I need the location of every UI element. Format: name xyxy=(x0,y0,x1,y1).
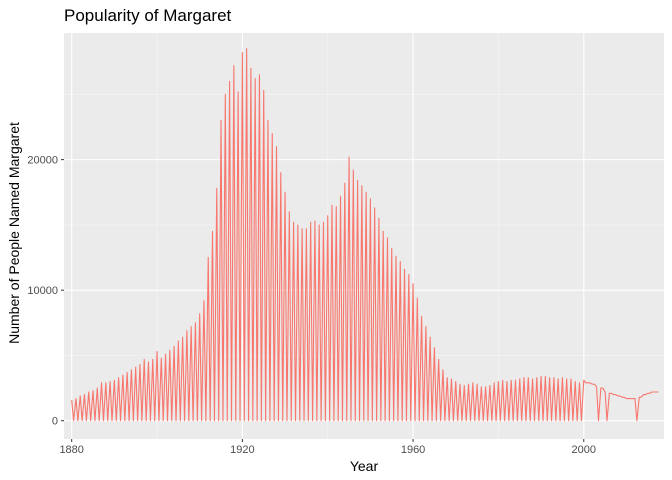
series-line-margaret xyxy=(71,48,659,422)
x-axis: 1880 1920 1960 2000 xyxy=(59,439,596,456)
x-tick-label: 1880 xyxy=(59,444,83,456)
minor-gridlines xyxy=(64,33,664,439)
y-tick-label: 20000 xyxy=(27,155,58,167)
y-tick-label: 10000 xyxy=(27,285,58,297)
x-tick-label: 1960 xyxy=(401,444,425,456)
x-tick-label: 1920 xyxy=(230,444,254,456)
x-tick-label: 2000 xyxy=(572,444,596,456)
y-axis: 0 10000 20000 xyxy=(27,155,64,428)
y-tick-label: 0 xyxy=(52,416,58,428)
x-axis-title: Year xyxy=(350,458,379,474)
y-axis-title: Number of People Named Margaret xyxy=(6,122,22,344)
chart-title: Popularity of Margaret xyxy=(64,6,232,25)
